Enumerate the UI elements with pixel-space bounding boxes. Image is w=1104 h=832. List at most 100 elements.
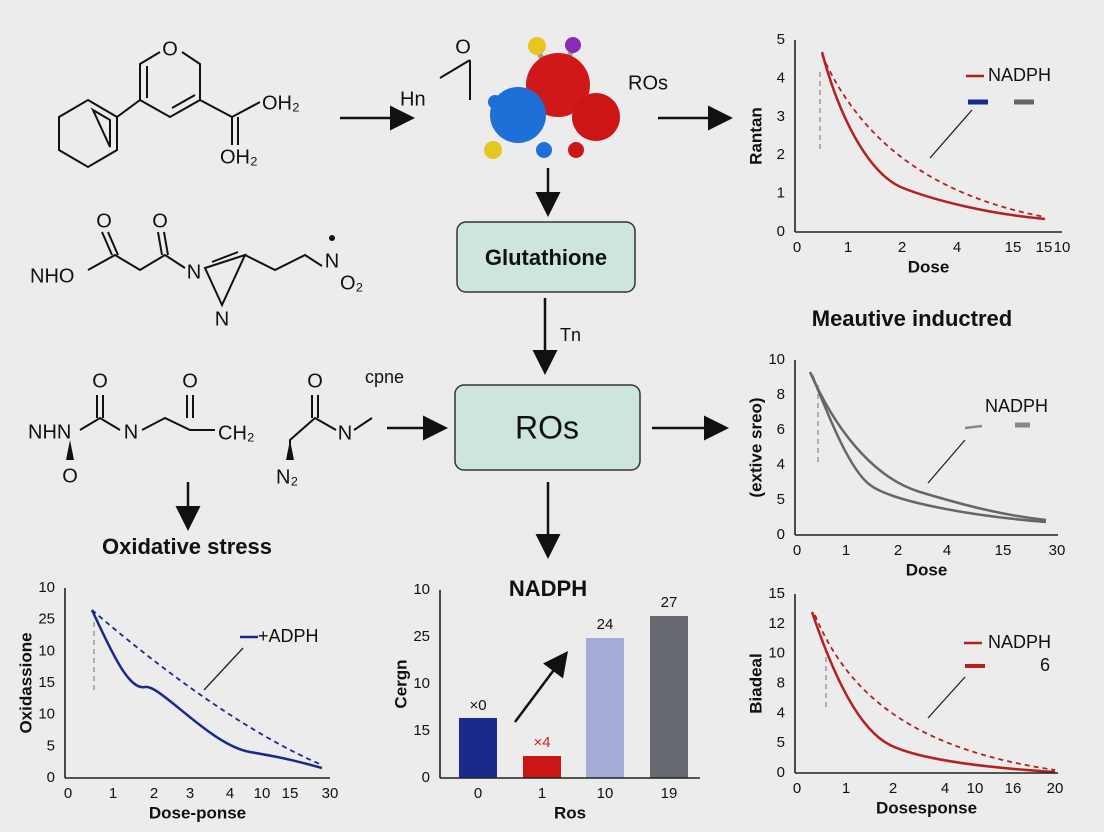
y-tick-label: 5 bbox=[777, 491, 785, 508]
x-tick-label: 4 bbox=[226, 785, 234, 802]
x-tick-label: 0 bbox=[793, 542, 801, 559]
atom-label: O₂ bbox=[340, 272, 363, 294]
section-title: Meautive inductred bbox=[812, 306, 1012, 331]
y-tick-label: 15 bbox=[768, 585, 785, 602]
y-axis-label: Cergn bbox=[391, 659, 410, 708]
x-tick-label: 0 bbox=[793, 239, 801, 256]
atom-label: NHO bbox=[30, 265, 74, 287]
x-tick-label: 16 bbox=[1005, 780, 1022, 797]
bar-label: 24 bbox=[597, 616, 614, 633]
atom-label: N bbox=[187, 261, 201, 283]
annotation: Tn bbox=[560, 325, 581, 345]
y-tick-label: 0 bbox=[777, 526, 785, 543]
bars bbox=[459, 616, 688, 778]
molecule-nitro: NHO O O N N N O₂ bbox=[30, 210, 363, 330]
y-tick-label: 25 bbox=[413, 628, 430, 645]
y-tick-label: 8 bbox=[777, 674, 785, 691]
legend-label: NADPH bbox=[988, 632, 1051, 652]
legend-label: NADPH bbox=[985, 396, 1048, 416]
x-tick-label: 30 bbox=[322, 785, 339, 802]
atom-label: O bbox=[455, 36, 471, 58]
x-axis-label: Dose bbox=[908, 257, 950, 276]
atom-label: O bbox=[62, 465, 78, 487]
process-label: Glutathione bbox=[485, 245, 607, 270]
x-axis-label: Ros bbox=[554, 803, 586, 822]
x-tick-label: 15 bbox=[1005, 239, 1022, 256]
legend-label: NADPH bbox=[988, 65, 1051, 85]
bar-label: 27 bbox=[661, 594, 678, 611]
molecule-amino: O N N₂ cpne bbox=[276, 367, 404, 489]
atom-label: O bbox=[152, 210, 168, 232]
atom-label: O bbox=[182, 370, 198, 392]
x-tick-label: 1 bbox=[844, 239, 852, 256]
x-axis-label: Dose bbox=[906, 560, 948, 579]
bar-label: ×0 bbox=[469, 697, 486, 714]
annotation: cpne bbox=[365, 367, 404, 387]
y-tick-label: 1 bbox=[777, 185, 785, 202]
y-tick-label: 4 bbox=[777, 456, 785, 473]
atom-label: N₂ bbox=[276, 466, 298, 488]
x-axis-label: Dosesponse bbox=[876, 798, 977, 817]
atom-label: N bbox=[215, 308, 229, 330]
x-tick-label: 2 bbox=[889, 780, 897, 797]
x-tick-label: 30 bbox=[1049, 542, 1066, 559]
y-tick-label: 10 bbox=[768, 351, 785, 368]
atom-label: O bbox=[307, 370, 323, 392]
x-tick-label: 4 bbox=[953, 239, 961, 256]
x-tick-label: 15 bbox=[282, 785, 299, 802]
y-tick-label: 3 bbox=[777, 108, 785, 125]
bar-label: ×4 bbox=[533, 734, 550, 751]
y-tick-label: 8 bbox=[777, 386, 785, 403]
y-tick-label: 10 bbox=[413, 675, 430, 692]
molecule-3d: Hn O ROs bbox=[400, 36, 668, 159]
process-box bbox=[456, 221, 636, 293]
atom-label: O bbox=[162, 38, 178, 60]
y-axis-label: Oxidassione bbox=[16, 632, 35, 733]
y-tick-label: 5 bbox=[777, 734, 785, 751]
y-tick-label: 0 bbox=[777, 223, 785, 240]
x-axis-label: Dose-ponse bbox=[149, 803, 246, 822]
x-tick-label: 20 bbox=[1047, 780, 1064, 797]
legend-label: 6 bbox=[1040, 655, 1050, 675]
y-tick-label: 0 bbox=[777, 764, 785, 781]
y-tick-label: 4 bbox=[777, 69, 785, 86]
y-tick-label: 25 bbox=[38, 611, 55, 628]
y-axis-label: (extive sreo) bbox=[746, 397, 765, 497]
x-tick-label: 10 bbox=[254, 785, 271, 802]
process-label: ROs bbox=[515, 409, 579, 445]
atom-label: O bbox=[96, 210, 112, 232]
y-tick-label: 5 bbox=[777, 31, 785, 48]
y-tick-label: 2 bbox=[777, 146, 785, 163]
y-tick-label: 4 bbox=[777, 704, 785, 721]
x-tick-label: 4 bbox=[941, 780, 949, 797]
y-tick-label: 10 bbox=[413, 581, 430, 598]
y-tick-label: 12 bbox=[768, 615, 785, 632]
y-tick-label: 0 bbox=[47, 769, 55, 786]
x-tick-label: 19 bbox=[661, 785, 678, 802]
flow-arrows bbox=[175, 105, 733, 559]
x-tick-label: 1 bbox=[538, 785, 546, 802]
x-tick-label: 1 bbox=[842, 542, 850, 559]
x-tick-label: 10 bbox=[967, 780, 984, 797]
atom-label: NHN bbox=[28, 421, 71, 443]
atom-label: Hn bbox=[400, 88, 426, 110]
x-tick-label: 1 bbox=[842, 780, 850, 797]
y-tick-label: 10 bbox=[38, 642, 55, 659]
curves bbox=[90, 51, 1056, 774]
y-axis-label: Biadeal bbox=[746, 653, 765, 713]
x-tick-label: 2 bbox=[150, 785, 158, 802]
atom-label: O bbox=[92, 370, 108, 392]
x-tick-label: 10 bbox=[597, 785, 614, 802]
atom-label: CH₂ bbox=[218, 422, 255, 444]
y-tick-label: 10 bbox=[38, 706, 55, 723]
atom-label: N bbox=[124, 421, 138, 443]
y-tick-label: 10 bbox=[768, 645, 785, 662]
section-title: Oxidative stress bbox=[102, 534, 272, 559]
x-tick-label: 2 bbox=[898, 239, 906, 256]
y-tick-label: 5 bbox=[47, 737, 55, 754]
atom-label: OH₂ bbox=[220, 146, 258, 168]
x-tick-label: 10 bbox=[1054, 239, 1071, 256]
y-tick-label: 15 bbox=[38, 674, 55, 691]
